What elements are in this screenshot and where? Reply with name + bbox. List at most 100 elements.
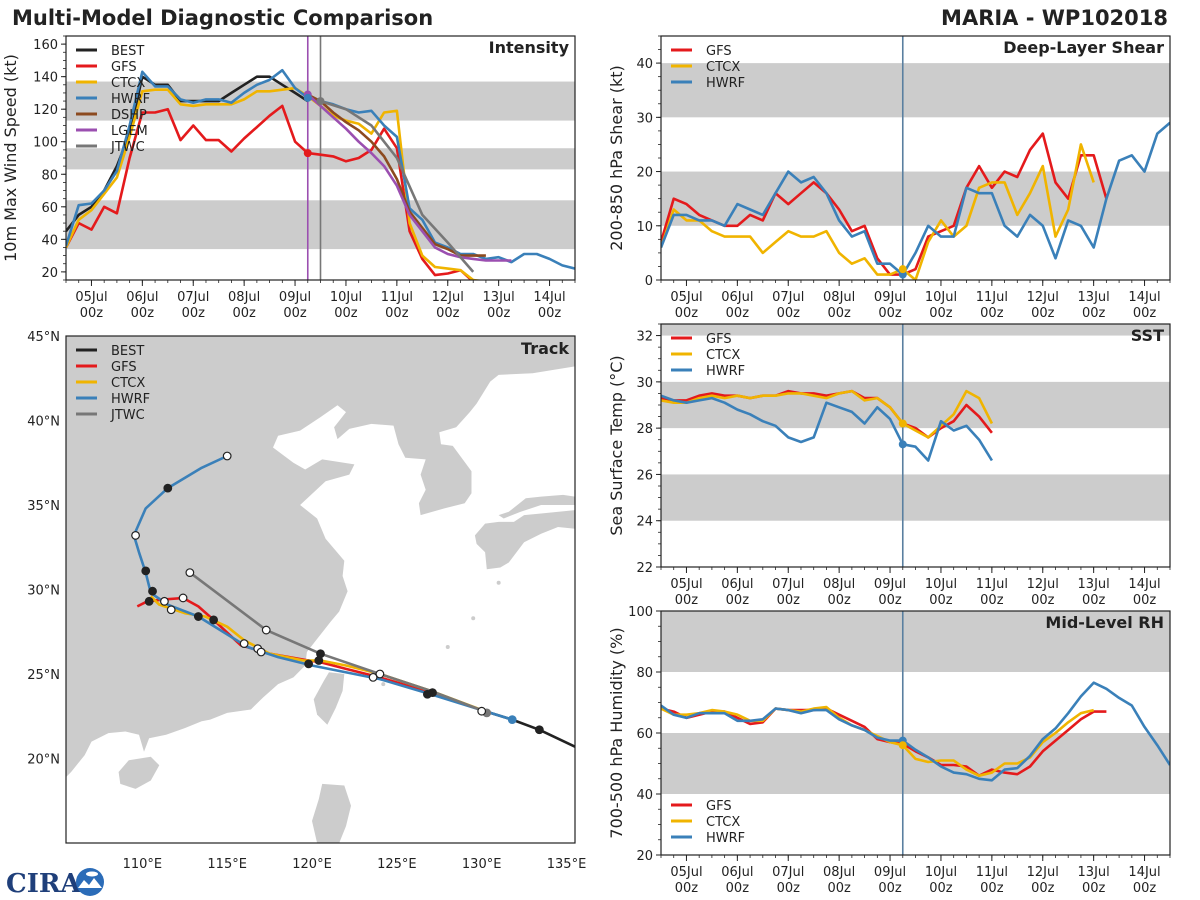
cira-logo-text: CIRA — [6, 869, 81, 898]
sst-plot-area — [661, 324, 1170, 567]
intensity-xtick-label-date: 08Jul — [228, 290, 260, 305]
track-legend-label-best: BEST — [111, 344, 144, 359]
rh-xtick-label-hour: 00z — [777, 881, 801, 896]
sst-xtick-label-date: 06Jul — [721, 577, 753, 592]
rh-band — [661, 733, 1170, 794]
intensity-series-jtwc — [320, 99, 475, 273]
track-point-open — [160, 596, 169, 606]
sst-ytick-label: 24 — [636, 515, 653, 530]
shear-ytick-label: 20 — [636, 166, 653, 181]
intensity-xtick-label-hour: 00z — [80, 306, 104, 321]
rh-series-hwrf — [661, 681, 1170, 782]
rh-plot-area — [661, 611, 1170, 855]
sst-band — [661, 381, 1170, 429]
intensity-marker-gfs — [303, 149, 312, 158]
intensity-marker-jtwc — [316, 97, 325, 106]
sst-band — [661, 324, 1170, 336]
land-taiwan — [313, 672, 345, 725]
track-legend-label-jtwc: JTWC — [110, 408, 145, 423]
shear-xtick-label-hour: 00z — [1133, 306, 1157, 321]
track-legend-label-ctcx: CTCX — [111, 376, 145, 391]
rh-xtick-label-hour: 00z — [675, 881, 699, 896]
sst-xtick-label-date: 07Jul — [772, 577, 804, 592]
sst-panel-title: SST — [1131, 326, 1164, 345]
sst-marker-ctcx — [898, 419, 907, 428]
intensity-xtick-label-date: 14Jul — [533, 290, 565, 305]
shear-series-gfs — [661, 132, 1108, 276]
sst-xtick-label-date: 11Jul — [976, 577, 1008, 592]
rh-xtick-label-date: 09Jul — [874, 865, 906, 880]
intensity-xtick-label-hour: 00z — [283, 306, 307, 321]
rh-xtick-label-hour: 00z — [929, 881, 953, 896]
track-point-filled — [507, 715, 517, 725]
land-islet — [445, 644, 450, 649]
intensity-ytick-label: 160 — [33, 38, 58, 53]
cira-logo-mountain-icon — [78, 878, 102, 888]
track-panel-title: Track — [521, 339, 569, 358]
track-lat-label: 25°N — [27, 668, 60, 683]
intensity-ytick-label: 20 — [41, 266, 58, 281]
intensity-ytick-label: 40 — [41, 233, 58, 248]
rh-legend-label-ctcx: CTCX — [706, 815, 740, 830]
track-point-filled — [148, 586, 157, 596]
intensity-legend-label-lgem: LGEM — [111, 124, 148, 139]
shear-xtick-label-date: 09Jul — [874, 290, 906, 305]
shear-xtick-label-date: 14Jul — [1128, 290, 1160, 305]
land-islet — [381, 682, 386, 687]
track-point-open — [375, 669, 385, 679]
rh-marker-ctcx — [898, 741, 907, 750]
track-point-open — [261, 625, 271, 635]
rh-xtick-label-date: 13Jul — [1078, 865, 1110, 880]
intensity-xtick-label-date: 11Jul — [381, 290, 413, 305]
sst-marker-hwrf — [898, 440, 907, 449]
intensity-xtick-label-date: 06Jul — [126, 290, 158, 305]
intensity-xtick-label-date: 10Jul — [330, 290, 362, 305]
track-line-hwrf — [132, 454, 513, 721]
sst-xtick-label-date: 09Jul — [874, 577, 906, 592]
track-point-filled — [304, 659, 314, 669]
intensity-xtick-label-date: 13Jul — [483, 290, 515, 305]
rh-xtick-label-hour: 00z — [980, 881, 1004, 896]
rh-ytick-label: 40 — [636, 788, 653, 803]
intensity-xtick-label-date: 09Jul — [279, 290, 311, 305]
intensity-ytick-label: 120 — [33, 103, 58, 118]
intensity-panel-title: Intensity — [489, 38, 570, 57]
shear-xtick-label-hour: 00z — [980, 306, 1004, 321]
land-islet — [471, 616, 476, 621]
track-lat-label: 30°N — [27, 584, 60, 599]
rh-ytick-label: 100 — [628, 605, 653, 620]
shear-legend-label-ctcx: CTCX — [706, 60, 740, 75]
sst-ylabel: Sea Surface Temp (°C) — [607, 355, 626, 535]
track-lat-label: 20°N — [27, 753, 60, 768]
intensity-ytick-label: 140 — [33, 71, 58, 86]
track-point-open — [131, 531, 140, 540]
shear-ytick-label: 40 — [636, 57, 653, 72]
land-japan — [474, 510, 575, 570]
rh-panel-title: Mid-Level RH — [1045, 613, 1164, 632]
shear-xtick-label-hour: 00z — [827, 306, 851, 321]
track-point-open — [256, 647, 266, 657]
sst-legend-label-gfs: GFS — [706, 332, 732, 347]
intensity-panel: 2040608010012014016005Jul00z06Jul00z07Ju… — [1, 35, 576, 321]
sst-xtick-label-hour: 00z — [777, 593, 801, 608]
rh-band — [661, 611, 1170, 672]
sst-xtick-label-date: 13Jul — [1078, 577, 1110, 592]
rh-xtick-label-hour: 00z — [1133, 881, 1157, 896]
intensity-xtick-label-hour: 00z — [385, 306, 409, 321]
shear-ytick-label: 0 — [645, 274, 653, 289]
sst-xtick-label-date: 12Jul — [1027, 577, 1059, 592]
land-hainan — [118, 756, 160, 789]
shear-ytick-label: 10 — [636, 220, 653, 235]
intensity-xtick-label-hour: 00z — [436, 306, 460, 321]
track-lat-label: 40°N — [27, 415, 60, 430]
track-line-jtwc — [189, 571, 489, 715]
shear-band — [661, 63, 1170, 118]
rh-xtick-label-date: 08Jul — [823, 865, 855, 880]
land-islet — [496, 580, 501, 585]
shear-xtick-label-hour: 00z — [878, 306, 902, 321]
intensity-marker-hwrf — [303, 93, 312, 102]
